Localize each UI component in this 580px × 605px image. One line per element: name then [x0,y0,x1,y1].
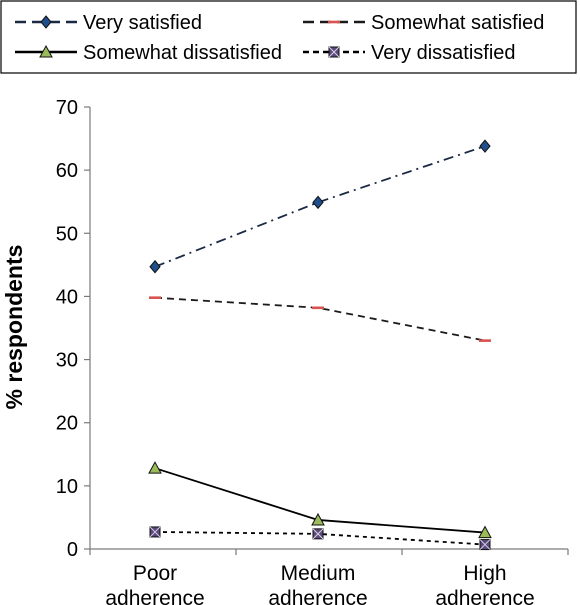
series-somewhat-satisfied [149,296,491,342]
legend-label: Very dissatisfied [371,42,516,64]
data-point [479,539,491,551]
series-line [154,145,486,268]
data-point [311,512,325,526]
y-tick-label: 70 [56,97,78,119]
data-point [149,296,161,299]
series-line [154,296,486,342]
series-layer [148,139,492,551]
legend-marker [328,46,340,58]
x-tick-label: Poor adherence [105,562,204,605]
y-tick-label: 50 [56,223,78,245]
legend-marker [328,20,340,24]
axes: 0 10 20 30 40 50 60 70 Poor adherence Medium adhere… [56,97,569,605]
y-axis-label: % respondents [1,245,27,410]
data-point [312,195,324,210]
legend-item: Somewhat dissatisfied [15,42,282,64]
series-somewhat-dissatisfied [148,461,492,539]
legend-item: Very satisfied [15,12,202,34]
legend-item: Somewhat satisfied [303,12,544,34]
series-very-dissatisfied [149,526,491,551]
data-point [149,526,161,538]
data-point [479,339,491,342]
y-tick-label: 60 [56,160,78,182]
y-tick-label: 0 [67,539,78,561]
series-very-satisfied [149,139,491,274]
data-point [149,259,161,274]
legend-marker [39,44,53,58]
data-point [478,525,492,539]
legend-item: Very dissatisfied [303,42,516,64]
x-tick-label: High adherence [435,562,534,605]
y-tick-label: 30 [56,350,78,372]
legend-label: Somewhat dissatisfied [83,42,282,64]
data-point [312,306,324,310]
data-point [148,461,162,474]
y-tick-label: 10 [56,476,78,498]
legend-marker [40,15,52,29]
data-point [479,139,491,153]
legend-label: Somewhat satisfied [371,12,544,34]
legend-label: Very satisfied [83,12,202,34]
y-tick-label: 20 [56,413,78,435]
x-tick-label: Medium adherence [268,562,367,605]
legend: Very satisfied Somewhat satisfied Somewhat… [0,0,577,74]
y-tick-label: 40 [56,286,78,308]
legend-box [0,0,577,74]
data-point [312,528,324,540]
